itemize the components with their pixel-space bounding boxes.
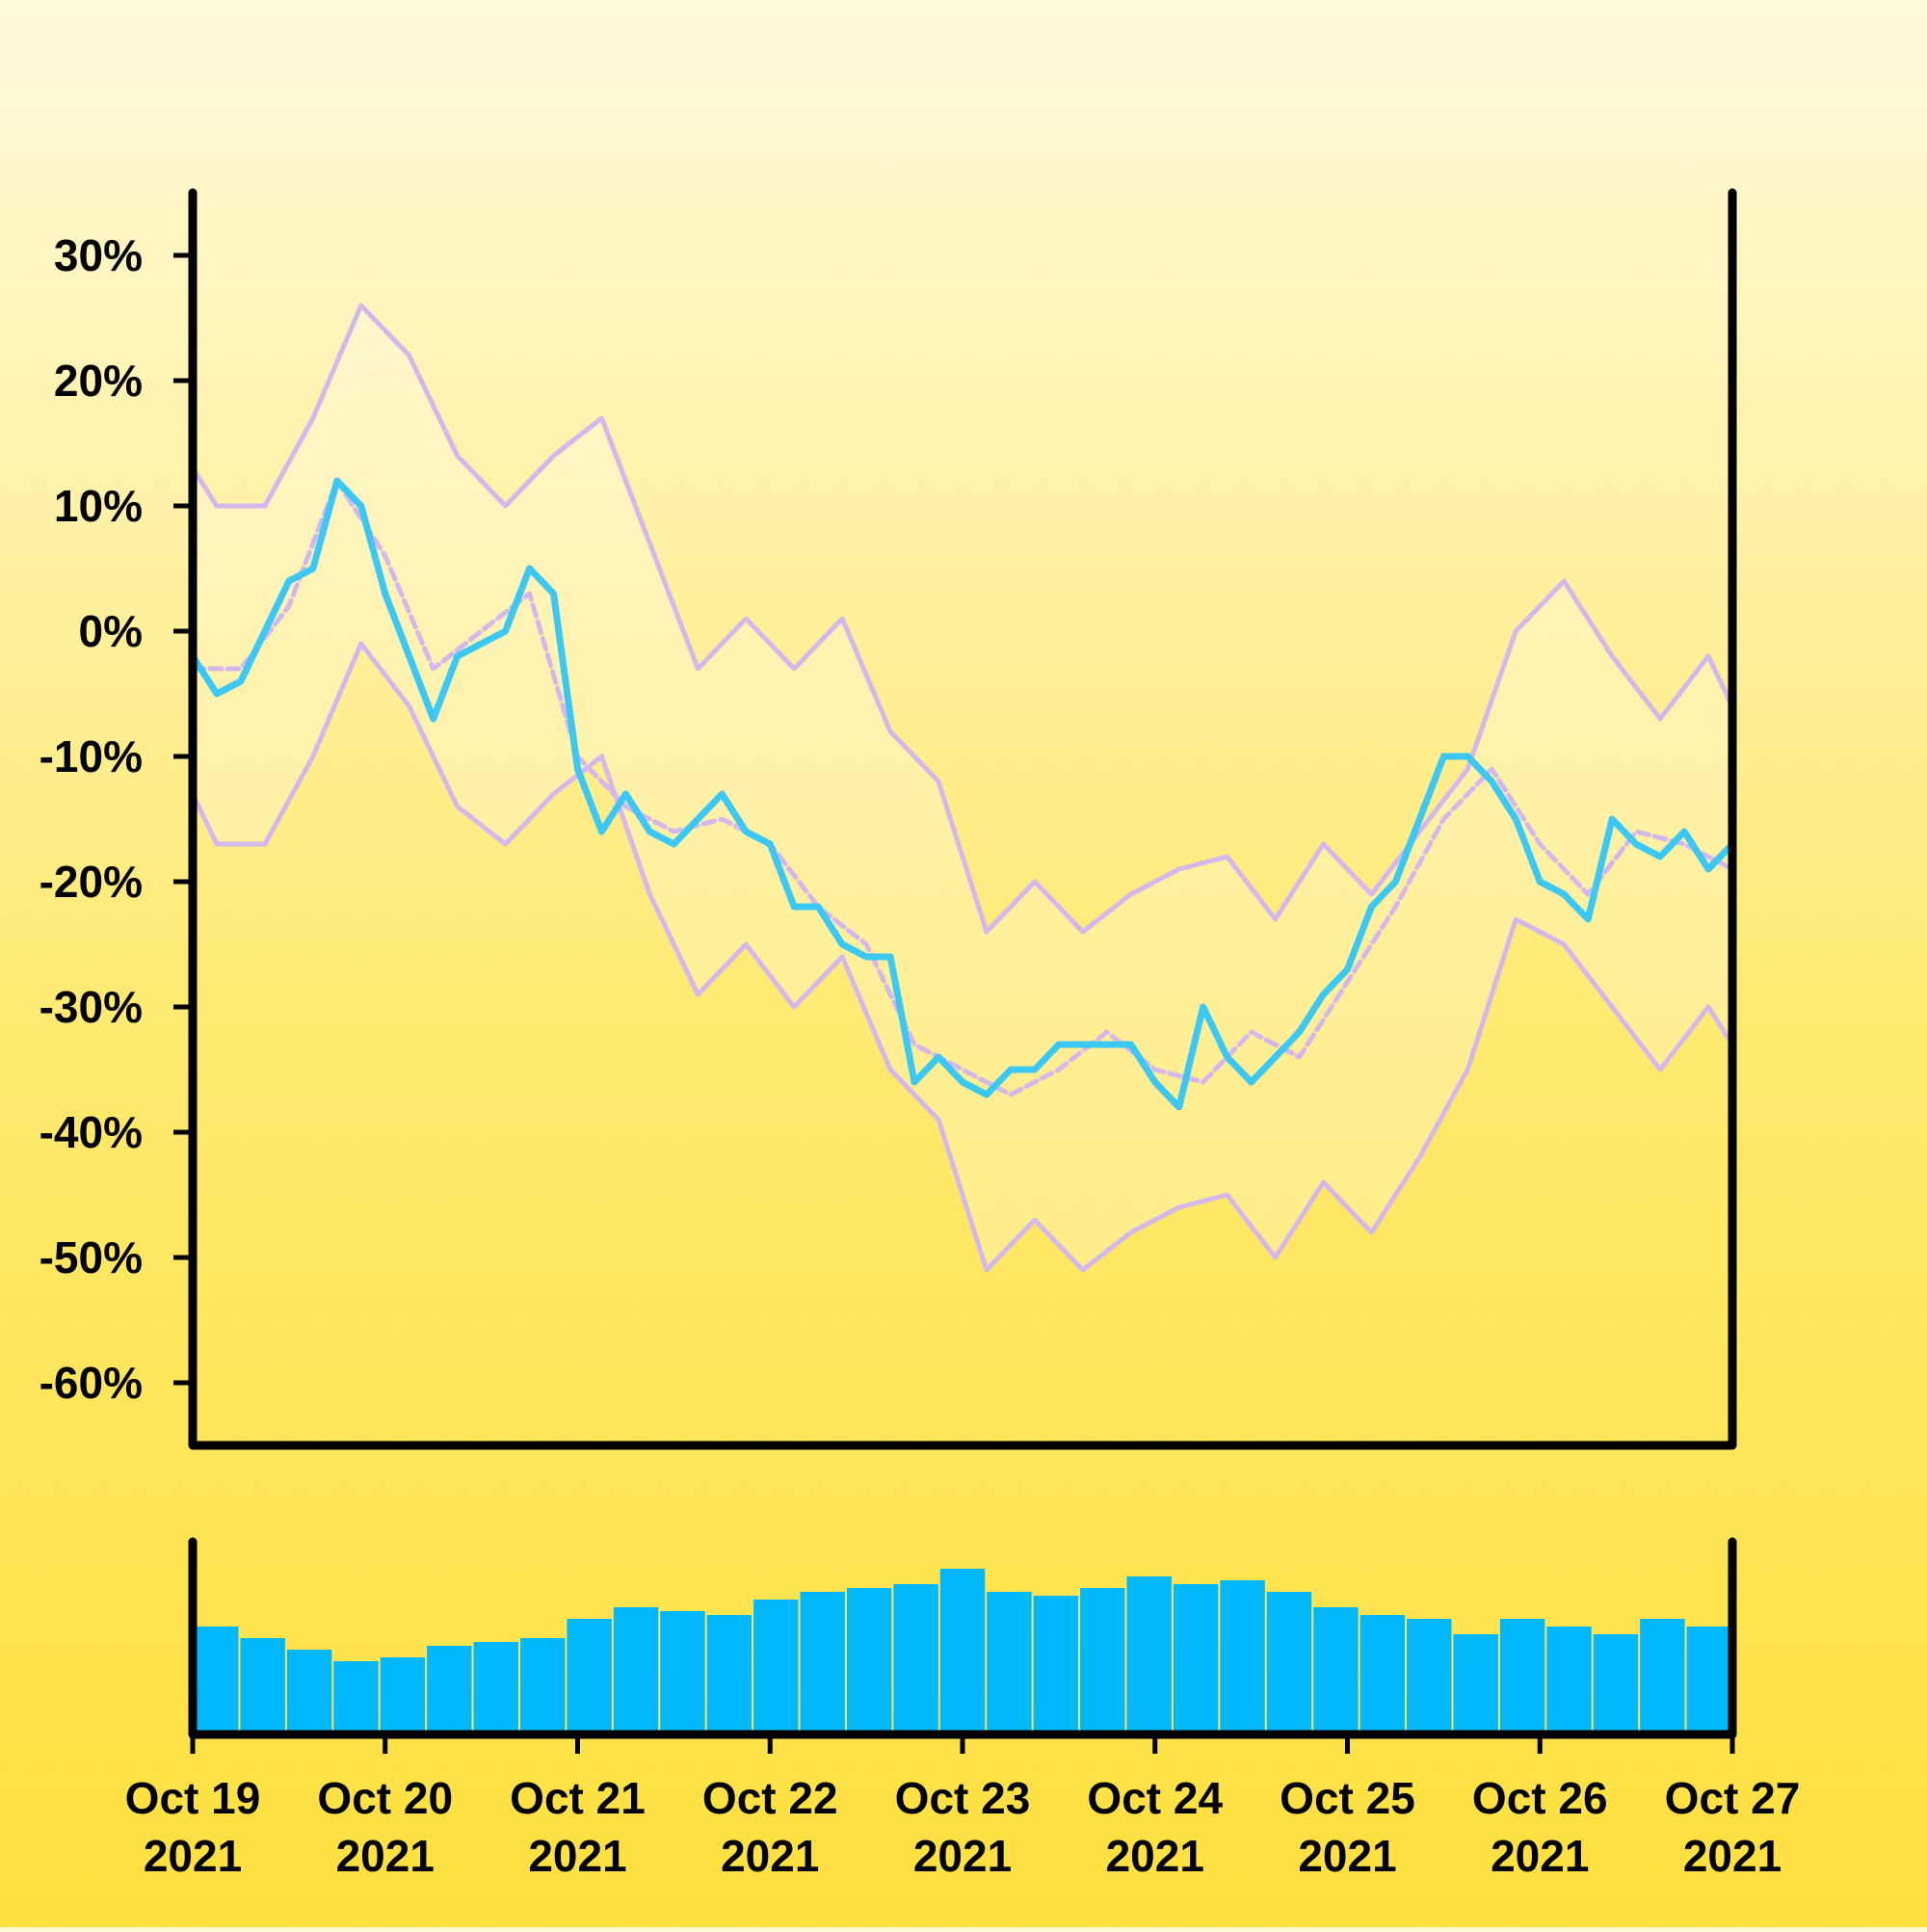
x-tick-label-year: 2021	[1298, 1831, 1396, 1881]
y-tick-label: 10%	[54, 481, 143, 531]
volume-bar	[1593, 1634, 1639, 1734]
price-line	[189, 477, 1736, 1111]
band-fill	[193, 305, 1732, 1270]
volume-bar	[753, 1600, 799, 1734]
x-tick-label-date: Oct 19	[125, 1773, 261, 1823]
volume-bar	[1359, 1615, 1406, 1734]
volume-bar	[1126, 1576, 1172, 1734]
volume-bar	[1499, 1619, 1545, 1734]
x-tick-label-date: Oct 25	[1280, 1773, 1415, 1823]
volume-bar	[519, 1638, 566, 1734]
x-tick-label-year: 2021	[1491, 1831, 1589, 1881]
x-tick-label-date: Oct 24	[1087, 1773, 1223, 1823]
moving-average-line	[190, 478, 1735, 1098]
volume-bar	[194, 1627, 239, 1734]
y-tick-label: -60%	[40, 1358, 143, 1408]
x-tick-label-year: 2021	[1106, 1831, 1204, 1881]
y-tick-label: -30%	[40, 982, 143, 1032]
x-tick-label-year: 2021	[721, 1831, 819, 1881]
volume-bar	[240, 1638, 285, 1734]
volume-bar	[380, 1657, 426, 1734]
x-tick-label-year: 2021	[1683, 1831, 1782, 1881]
volume-bar	[1686, 1627, 1731, 1734]
volume-bar	[1407, 1619, 1452, 1734]
volume-bar	[1033, 1596, 1079, 1734]
volume-bar	[286, 1650, 332, 1734]
y-tick-label: -20%	[40, 857, 143, 907]
volume-bar	[1313, 1607, 1359, 1734]
x-tick-label-year: 2021	[913, 1831, 1012, 1881]
volume-bar	[1640, 1619, 1685, 1734]
x-tick-label-date: Oct 21	[510, 1773, 646, 1823]
x-tick-layer: Oct 19 2021 Oct 20 2021 Oct 21 2021 Oct 22 2021…	[125, 1734, 1801, 1881]
lower-band-line	[190, 641, 1735, 1273]
volume-bar	[893, 1584, 938, 1734]
y-tick-label: -40%	[40, 1107, 143, 1157]
x-tick-label-date: Oct 22	[702, 1773, 838, 1823]
volume-bar	[1173, 1584, 1219, 1734]
y-tick-label: 0%	[79, 606, 143, 656]
series-layer	[189, 303, 1736, 1273]
volume-bar	[1546, 1627, 1592, 1734]
volume-bar	[987, 1592, 1032, 1734]
volume-bar	[1080, 1588, 1125, 1734]
y-tick-label: 30%	[54, 230, 143, 280]
volume-bar	[1453, 1634, 1498, 1734]
y-tick-label: -10%	[40, 731, 143, 781]
x-tick-label-date: Oct 23	[895, 1773, 1031, 1823]
volume-bar	[1220, 1580, 1265, 1734]
x-tick-label-date: Oct 26	[1472, 1773, 1608, 1823]
volume-bar	[333, 1661, 379, 1734]
volume-bar	[427, 1646, 472, 1734]
x-tick-label-year: 2021	[336, 1831, 435, 1881]
price-axes-frame	[188, 188, 1737, 1450]
volume-bar	[846, 1588, 892, 1734]
volume-bar	[567, 1619, 612, 1734]
y-tick-label: -50%	[40, 1232, 143, 1283]
volume-bar	[706, 1615, 752, 1734]
upper-band-line	[190, 303, 1735, 935]
x-tick-label-year: 2021	[528, 1831, 626, 1881]
x-tick-label-year: 2021	[144, 1831, 242, 1881]
volume-bar	[1266, 1592, 1312, 1734]
volume-bar	[800, 1592, 845, 1734]
volume-layer	[194, 1569, 1731, 1734]
volume-bar	[613, 1607, 659, 1734]
band-fill-layer	[193, 305, 1732, 1270]
x-tick-label-date: Oct 27	[1665, 1773, 1801, 1823]
volume-bar	[473, 1642, 518, 1734]
volume-bar	[939, 1569, 986, 1734]
y-tick-layer: 30% 20% 10% 0% -10% -20% -30% -40% -50% -60%	[40, 230, 193, 1408]
volume-bar	[660, 1611, 705, 1734]
x-tick-label-date: Oct 20	[317, 1773, 453, 1823]
y-tick-label: 20%	[54, 356, 143, 406]
